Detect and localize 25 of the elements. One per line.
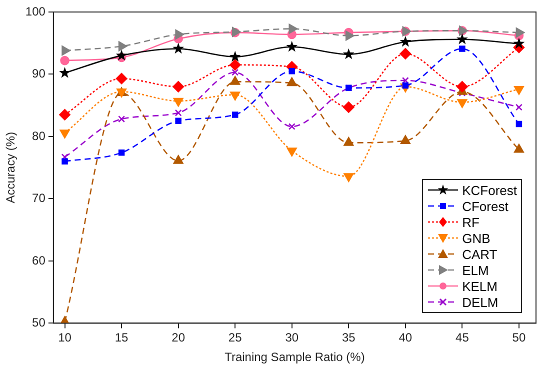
y-tick-label: 80 bbox=[32, 128, 46, 143]
x-tick-label: 45 bbox=[456, 330, 470, 345]
legend-label: GNB bbox=[462, 230, 490, 246]
x-tick-label: 30 bbox=[285, 330, 299, 345]
y-axis-title: Accuracy (%) bbox=[4, 132, 18, 204]
x-tick-label: 35 bbox=[342, 330, 356, 345]
x-tick-label: 50 bbox=[512, 330, 526, 345]
legend-label: CForest bbox=[462, 198, 508, 214]
legend-label: KELM bbox=[462, 278, 498, 294]
legend-label: ELM bbox=[462, 262, 489, 278]
x-tick-label: 40 bbox=[398, 330, 412, 345]
legend-label: CART bbox=[462, 246, 498, 262]
legend-label: KCForest bbox=[462, 182, 517, 198]
x-tick-label: 25 bbox=[228, 330, 242, 345]
legend-label: DELM bbox=[462, 294, 498, 310]
x-tick-label: 15 bbox=[114, 330, 129, 345]
x-tick-label: 20 bbox=[172, 330, 186, 345]
x-axis-title: Training Sample Ratio (%) bbox=[224, 350, 365, 364]
y-tick-label: 60 bbox=[32, 253, 46, 268]
y-tick-label: 100 bbox=[25, 4, 46, 18]
y-tick-label: 90 bbox=[32, 66, 46, 81]
x-tick-label: 10 bbox=[58, 330, 72, 345]
y-tick-label: 50 bbox=[32, 316, 46, 330]
legend-label: RF bbox=[462, 214, 480, 230]
y-tick-label: 70 bbox=[32, 191, 46, 206]
